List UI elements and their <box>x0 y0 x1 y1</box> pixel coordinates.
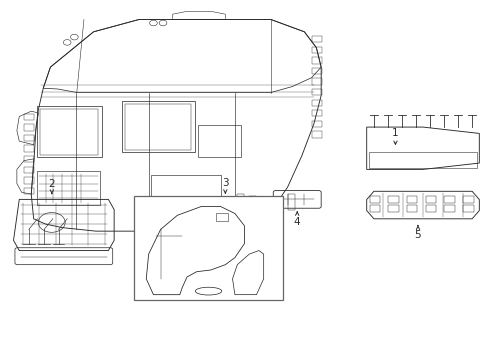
Bar <box>311 100 322 106</box>
Bar <box>38 106 102 157</box>
Text: 3: 3 <box>222 178 228 188</box>
Bar <box>311 47 322 53</box>
Bar <box>261 198 268 213</box>
Bar <box>311 36 322 42</box>
Bar <box>311 121 322 127</box>
Bar <box>24 145 34 152</box>
Bar <box>462 196 472 203</box>
Bar <box>24 114 34 120</box>
Bar <box>24 124 34 131</box>
Bar <box>24 167 34 173</box>
Bar <box>444 205 454 212</box>
Bar <box>368 152 476 168</box>
Bar <box>425 205 435 212</box>
Bar <box>406 205 417 212</box>
Bar <box>249 196 256 212</box>
Bar <box>311 78 322 85</box>
Text: 1: 1 <box>391 129 398 138</box>
Bar <box>311 68 322 74</box>
Bar <box>311 110 322 117</box>
Bar <box>24 135 34 141</box>
Bar <box>311 57 322 64</box>
Text: 2: 2 <box>48 179 55 189</box>
Bar <box>24 156 34 162</box>
Bar <box>151 175 220 205</box>
Bar <box>273 197 280 212</box>
Bar <box>287 194 294 210</box>
Bar <box>122 101 195 152</box>
Bar <box>24 188 34 194</box>
Bar <box>237 194 244 208</box>
Bar <box>215 213 227 221</box>
Bar <box>387 196 398 203</box>
Bar <box>462 205 472 212</box>
Bar <box>24 177 34 184</box>
Bar <box>41 109 98 154</box>
Bar <box>124 104 190 150</box>
Text: 4: 4 <box>293 217 300 227</box>
Bar <box>369 196 379 203</box>
Bar <box>387 205 398 212</box>
Bar <box>134 196 282 300</box>
Bar <box>197 125 240 157</box>
Bar <box>311 89 322 95</box>
Bar <box>406 196 417 203</box>
Bar <box>369 205 379 212</box>
Bar <box>444 196 454 203</box>
Text: 5: 5 <box>414 230 421 240</box>
Bar <box>38 171 100 205</box>
Bar <box>311 131 322 138</box>
Bar <box>425 196 435 203</box>
